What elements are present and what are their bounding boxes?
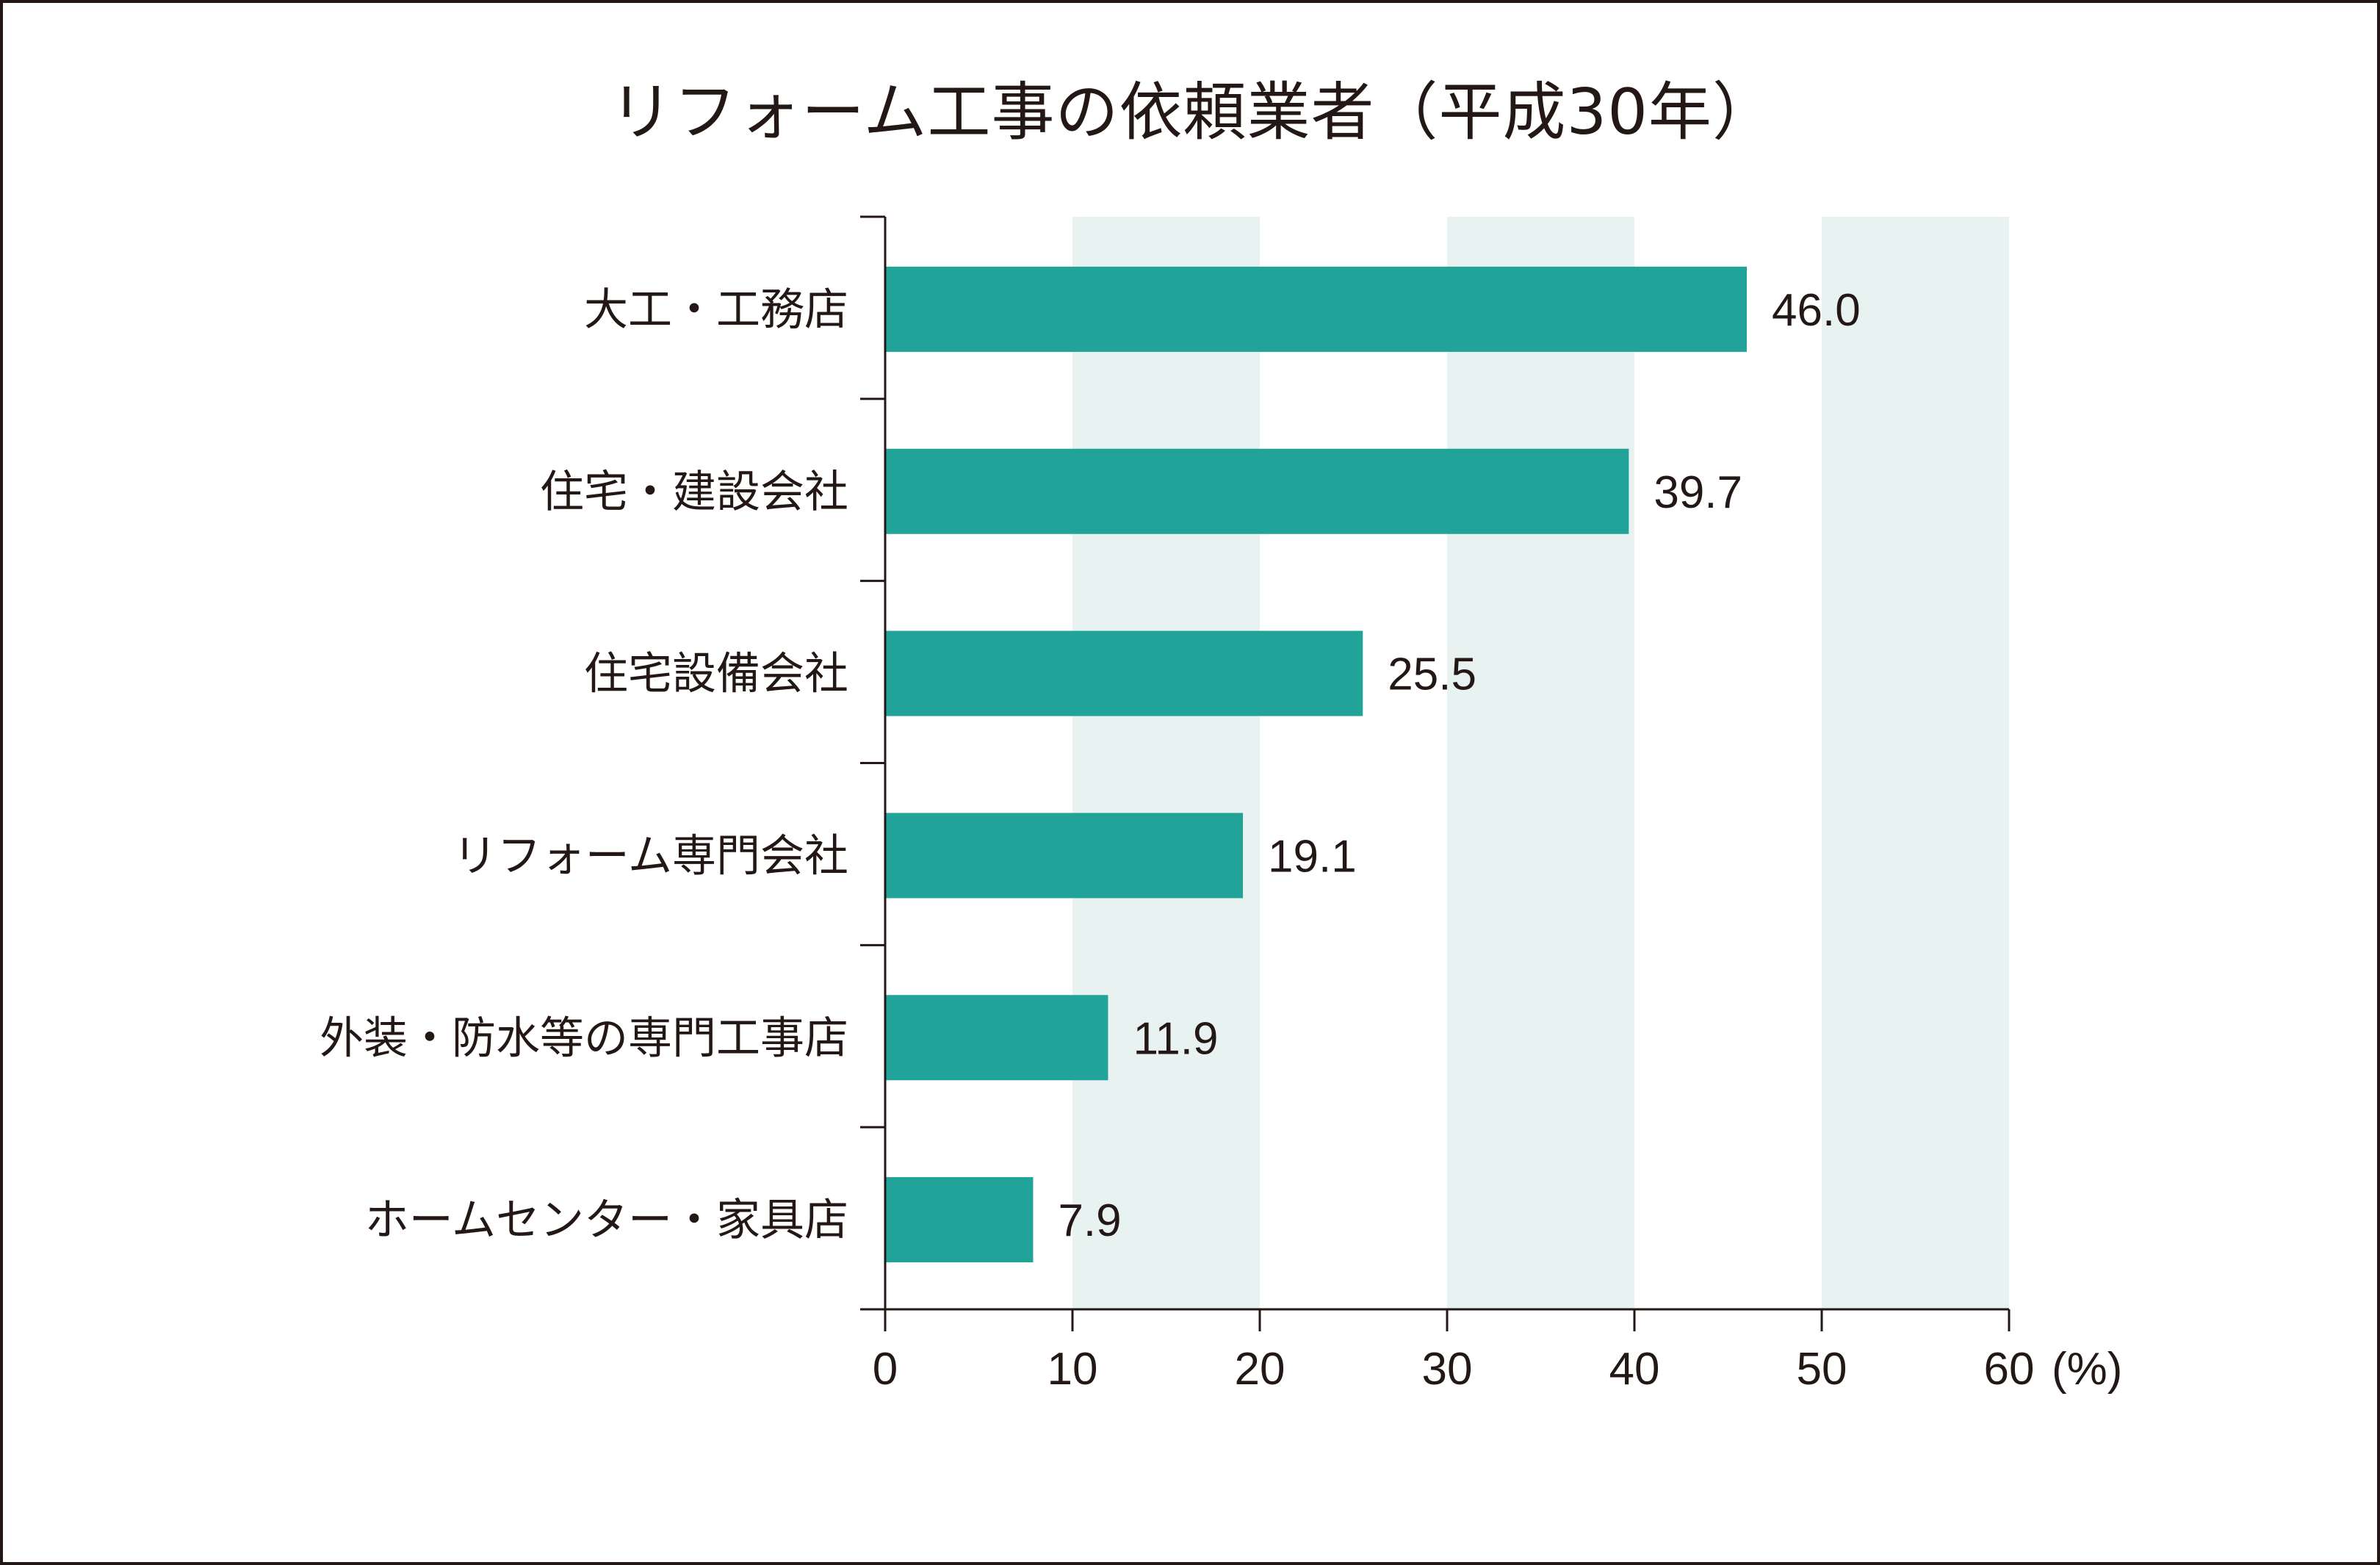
background-band-1 xyxy=(1072,217,1260,1309)
category-label-5: 外装・防水等の専門工事店 xyxy=(320,1012,848,1064)
bars xyxy=(885,266,1747,1263)
value-label-3: 25.5 xyxy=(1388,650,1476,700)
category-label-1: 大工・工務店 xyxy=(584,284,848,336)
x-tick-label-0: 0 xyxy=(873,1344,898,1395)
axes xyxy=(860,215,2011,1331)
value-label-1: 46.0 xyxy=(1772,285,1861,336)
value-label-6: 7.9 xyxy=(1058,1195,1121,1246)
category-label-4: リフォーム専門会社 xyxy=(453,830,848,882)
labels: 46.0 大工・工務店 39.7 住宅・建設会社 25.5 住宅設備会社 19.1 リフォーム… xyxy=(320,284,2122,1395)
bar-6 xyxy=(885,1177,1034,1263)
bar-2 xyxy=(885,448,1629,534)
background-band-3 xyxy=(1822,217,2009,1309)
background-bands xyxy=(1072,217,2009,1309)
category-label-3: 住宅設備会社 xyxy=(584,649,848,700)
bar-3 xyxy=(885,630,1363,716)
category-label-6: ホームセンター・家具店 xyxy=(365,1195,848,1246)
x-unit-label: (%) xyxy=(2052,1344,2122,1395)
x-tick-label-1: 10 xyxy=(1047,1344,1098,1395)
value-label-4: 19.1 xyxy=(1268,831,1357,882)
x-tick-label-4: 40 xyxy=(1609,1344,1660,1395)
background-band-2 xyxy=(1447,217,1634,1309)
chart-title: リフォーム工事の依頼業者（平成30年） xyxy=(610,76,1776,149)
bar-1 xyxy=(885,266,1747,352)
x-tick-label-6: 60 xyxy=(1984,1344,2035,1395)
category-label-2: 住宅・建設会社 xyxy=(540,467,848,518)
value-label-5: 11.9 xyxy=(1133,1013,1218,1064)
value-label-2: 39.7 xyxy=(1654,467,1742,518)
x-tick-label-5: 50 xyxy=(1797,1344,1847,1395)
x-tick-label-3: 30 xyxy=(1422,1344,1473,1395)
bar-5 xyxy=(885,995,1108,1081)
x-tick-label-2: 20 xyxy=(1235,1344,1285,1395)
bar-4 xyxy=(885,813,1244,899)
